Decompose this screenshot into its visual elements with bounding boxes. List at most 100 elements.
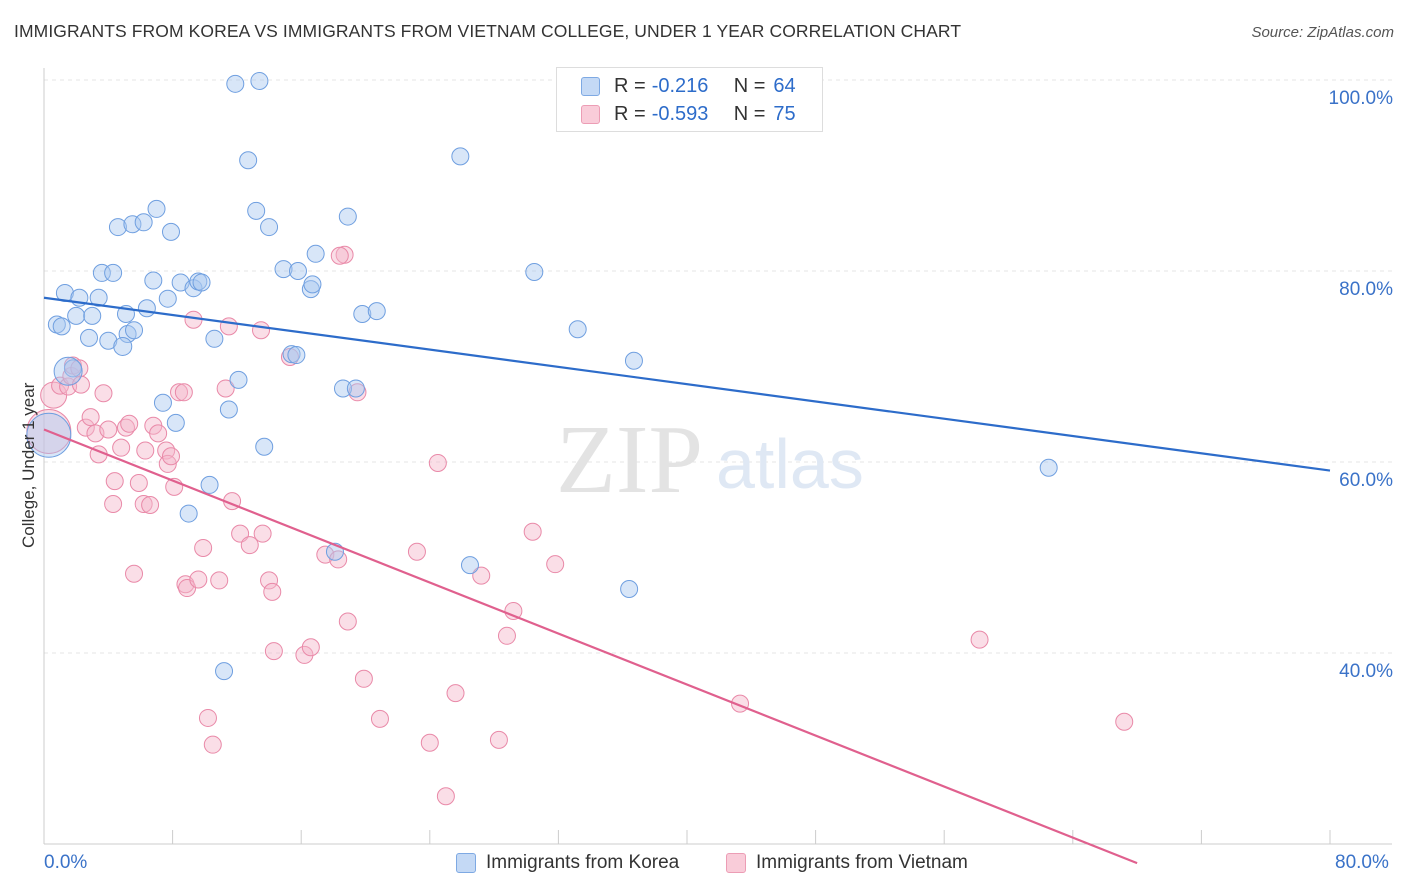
korea-point — [99, 331, 118, 350]
korea-point — [260, 218, 279, 237]
vietnam-point — [170, 383, 189, 402]
trend-lines — [43, 296, 1331, 865]
korea-point — [104, 263, 123, 282]
korea-point — [306, 244, 325, 263]
korea-point — [346, 379, 365, 398]
legend-r-value: -0.593 — [651, 102, 709, 125]
korea-point — [624, 351, 643, 370]
stats-legend: R = -0.216 N = 64 R = -0.593 N = 75 — [556, 67, 823, 132]
vietnam-point — [446, 684, 465, 703]
korea-point — [137, 299, 156, 318]
y-axis-label: College, Under 1 year — [19, 382, 38, 548]
vietnam-point — [189, 570, 208, 589]
korea-point — [226, 74, 245, 93]
y-tick-label: 60.0% — [1339, 470, 1393, 491]
korea-point — [134, 213, 153, 232]
vietnam-point — [252, 321, 271, 340]
vietnam-point — [489, 730, 508, 749]
vietnam-point — [264, 642, 283, 661]
korea-point — [83, 306, 102, 325]
korea-point — [80, 328, 99, 347]
x-tick-label-left: 0.0% — [44, 852, 88, 873]
vietnam-point — [134, 495, 153, 514]
vietnam-point — [120, 414, 139, 433]
vietnam-point — [231, 524, 250, 543]
watermark-zip: ZIP — [556, 406, 703, 514]
legend-r-label: R = — [614, 74, 646, 97]
korea-point — [353, 304, 372, 323]
korea-point — [620, 580, 639, 599]
korea-point — [52, 317, 71, 336]
legend-row-vietnam: R = -0.593 N = 75 — [581, 101, 796, 127]
legend-r-value: -0.216 — [651, 74, 709, 97]
chart-source: Source: ZipAtlas.com — [1251, 24, 1394, 41]
vietnam-point — [94, 384, 113, 403]
chart-title: IMMIGRANTS FROM KOREA VS IMMIGRANTS FROM… — [14, 21, 962, 41]
legend-r-label: R = — [614, 102, 646, 125]
series-legend: Immigrants from Korea Immigrants from Vi… — [0, 850, 1406, 880]
vietnam-point — [203, 735, 222, 754]
vietnam-point — [129, 474, 148, 493]
korea-point — [192, 273, 211, 292]
vietnam-point — [210, 571, 229, 590]
vietnam-point — [280, 347, 299, 366]
korea-point — [123, 215, 142, 234]
series-vietnam-points — [26, 245, 1134, 806]
korea-point — [153, 393, 172, 412]
korea-point — [1039, 458, 1058, 477]
vietnam-point — [174, 383, 193, 402]
korea-point — [568, 320, 587, 339]
vietnam-point — [198, 708, 217, 727]
korea-point — [89, 288, 108, 307]
x-tick-marks — [43, 830, 1331, 844]
vietnam-point — [219, 317, 238, 336]
vietnam-point — [546, 555, 565, 574]
vietnam-point — [472, 566, 491, 585]
vietnam-point — [161, 447, 180, 466]
legend-label-korea: Immigrants from Korea — [486, 852, 680, 873]
legend-n-value: 64 — [773, 74, 796, 97]
legend-item-korea[interactable]: Immigrants from Korea — [456, 852, 679, 874]
legend-n-label: N = — [733, 102, 766, 125]
korea-point — [525, 262, 544, 281]
vietnam-point — [1115, 712, 1134, 731]
vietnam-point — [76, 418, 95, 437]
watermark: ZIP atlas — [556, 406, 864, 514]
vietnam-point — [420, 733, 439, 752]
x-tick-label-right: 80.0% — [1335, 852, 1389, 873]
legend-n-value: 75 — [773, 102, 796, 125]
vietnam-point — [157, 441, 176, 460]
vietnam-point — [216, 379, 235, 398]
korea-point — [113, 336, 133, 356]
vietnam-point — [136, 441, 155, 460]
korea-point — [67, 306, 86, 325]
korea-point — [108, 218, 127, 237]
vietnam-point — [370, 709, 389, 728]
vietnam-point — [301, 638, 320, 657]
vietnam-point — [105, 472, 124, 491]
legend-item-vietnam[interactable]: Immigrants from Vietnam — [726, 852, 968, 874]
korea-point — [179, 504, 198, 523]
legend-swatch-korea — [456, 853, 476, 873]
axes — [43, 68, 1392, 845]
legend-swatch-korea — [581, 76, 600, 96]
legend-n-label: N = — [733, 74, 766, 97]
korea-point — [125, 321, 144, 340]
korea-point — [158, 289, 177, 308]
vietnam-point — [354, 669, 373, 688]
legend-swatch-vietnam — [726, 853, 746, 873]
vietnam-point — [263, 582, 282, 601]
y-tick-label: 40.0% — [1339, 661, 1393, 682]
vietnam-point — [330, 246, 349, 265]
vietnam-point — [436, 787, 455, 806]
legend-swatch-vietnam — [581, 104, 600, 124]
vietnam-point — [295, 645, 314, 664]
vietnam-point — [407, 542, 426, 561]
vietnam-point — [81, 408, 100, 427]
korea-point — [219, 400, 238, 419]
korea-point — [303, 275, 322, 294]
korea-point — [287, 346, 306, 365]
korea-point — [205, 329, 224, 348]
korea-point — [451, 147, 470, 166]
korea-point — [166, 413, 185, 432]
